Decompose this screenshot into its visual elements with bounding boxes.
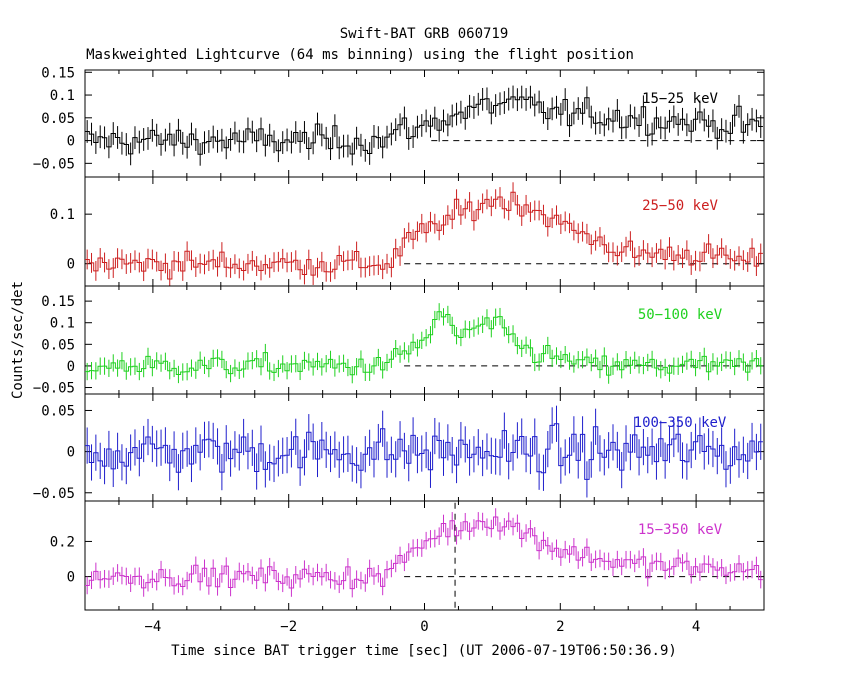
y-tick-label: 0.1 [50, 316, 75, 332]
y-tick-label: 0 [67, 257, 75, 273]
series-histogram [85, 96, 763, 155]
y-tick-label: −0.05 [33, 156, 75, 172]
y-tick-label: 0.05 [41, 111, 75, 127]
panel-2: 0 0.1 25−50 keV [50, 176, 765, 287]
error-bars [86, 85, 762, 166]
panel-frame [84, 500, 765, 611]
y-tick-label: 0 [67, 359, 75, 375]
x-tick-label: 2 [556, 619, 564, 635]
band-label-2: 25−50 keV [642, 198, 718, 214]
y-tick-label: 0 [67, 134, 75, 150]
series-histogram [85, 516, 763, 590]
error-bars [86, 508, 762, 598]
error-bars [86, 405, 762, 498]
y-tick-label: 0.15 [41, 294, 75, 310]
x-axis-label: Time since BAT trigger time [sec] (UT 20… [171, 643, 677, 659]
error-bars [86, 182, 762, 286]
band-label-4: 100−350 keV [634, 415, 727, 431]
panel-4: −0.05 0 0.05 100−350 keV [33, 393, 765, 502]
band-label-5: 15−350 keV [638, 522, 723, 538]
x-tick-label: 0 [420, 619, 428, 635]
panels-group: −0.05 0 0.05 0.1 0.15 15−25 keV 0 0.1 25−50 keV −… [33, 65, 765, 635]
chart-title: Swift-BAT GRB 060719 [340, 26, 509, 42]
y-tick-label: 0.1 [50, 88, 75, 104]
series-histogram [85, 423, 763, 480]
x-tick-label: −4 [144, 619, 161, 635]
y-tick-label: −0.05 [33, 381, 75, 397]
band-label-3: 50−100 keV [638, 307, 723, 323]
chart-subtitle: Maskweighted Lightcurve (64 ms binning) … [86, 47, 634, 63]
y-tick-label: 0 [67, 570, 75, 586]
y-tick-label: −0.05 [33, 486, 75, 502]
y-axis-label: Counts/sec/det [10, 281, 26, 399]
x-tick-label: 4 [692, 619, 700, 635]
error-bars [86, 303, 762, 384]
y-tick-label: 0 [67, 445, 75, 461]
panel-3: −0.05 0 0.05 0.1 0.15 50−100 keV [33, 285, 765, 397]
band-label-1: 15−25 keV [642, 91, 718, 107]
y-tick-label: 0.2 [50, 534, 75, 550]
y-tick-label: 0.05 [41, 337, 75, 353]
series-histogram [85, 311, 763, 376]
y-tick-label: 0.05 [41, 403, 75, 419]
series-histogram [85, 191, 763, 280]
x-tick-label: −2 [280, 619, 297, 635]
y-tick-label: 0.15 [41, 65, 75, 81]
y-tick-label: 0.1 [50, 207, 75, 223]
panel-5: 0 0.2 15−350 keV −4 −2 0 2 4 [50, 500, 765, 635]
panel-1: −0.05 0 0.05 0.1 0.15 15−25 keV [33, 65, 765, 178]
